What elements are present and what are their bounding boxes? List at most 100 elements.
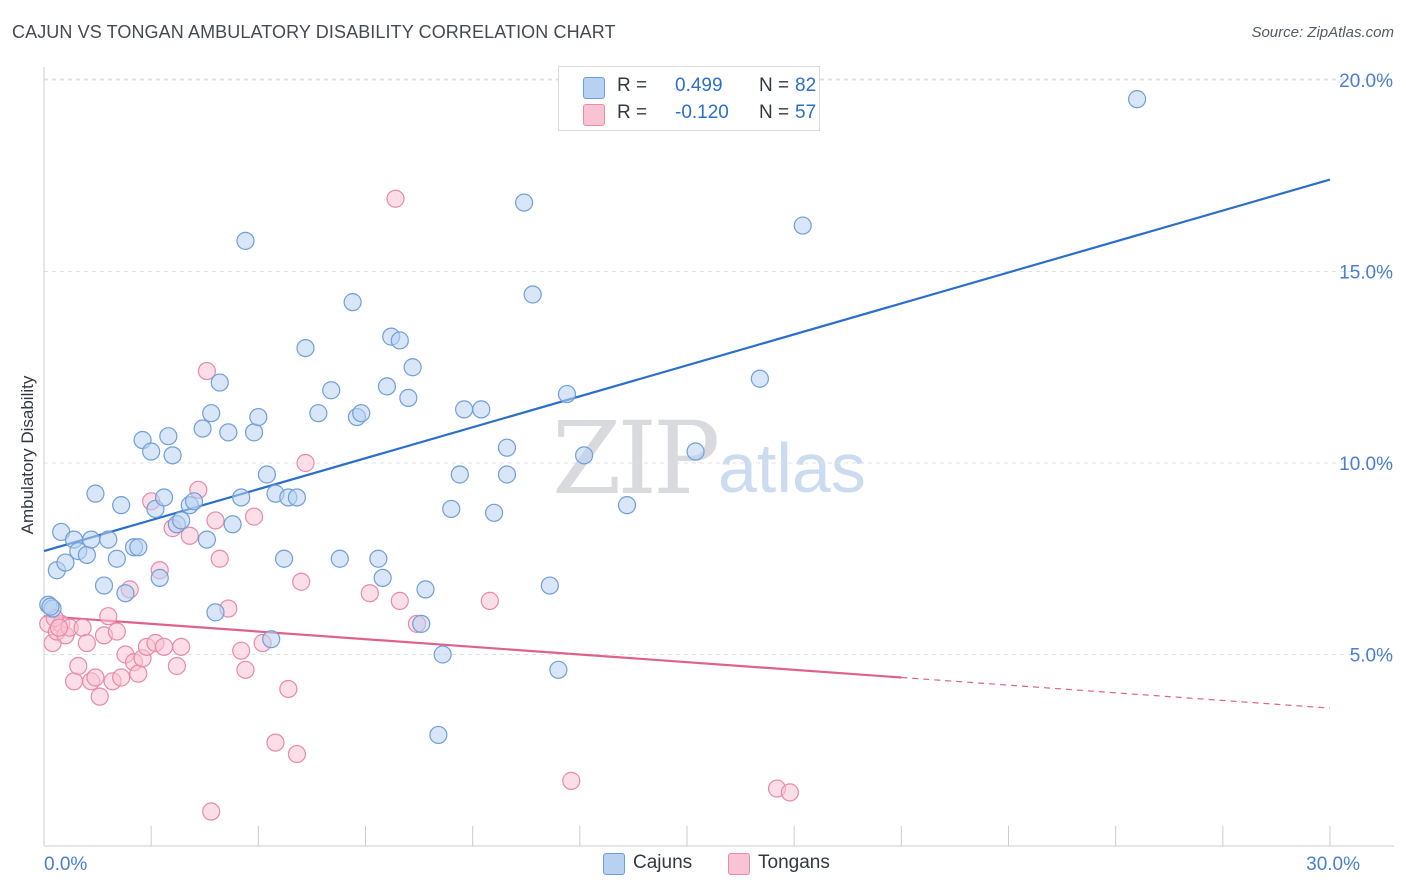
point-cajuns bbox=[287, 488, 307, 507]
point-cajuns bbox=[129, 538, 148, 557]
chart-title: CAJUN VS TONGAN AMBULATORY DISABILITY CO… bbox=[12, 22, 616, 42]
r-value: -0.120 bbox=[675, 102, 729, 123]
x-tick-label: 30.0% bbox=[1306, 854, 1360, 875]
point-cajuns bbox=[540, 576, 559, 595]
point-cajuns bbox=[172, 511, 191, 530]
point-tongans bbox=[210, 549, 229, 568]
point-tongans bbox=[86, 668, 105, 687]
y-tick-label: 10.0% bbox=[1339, 454, 1393, 475]
n-label: N = bbox=[759, 75, 790, 96]
point-cajuns bbox=[223, 515, 242, 534]
n-value: 82 bbox=[795, 75, 817, 96]
point-cajuns bbox=[557, 384, 577, 404]
point-cajuns bbox=[412, 614, 431, 633]
point-tongans bbox=[112, 668, 131, 687]
point-tongans bbox=[390, 591, 409, 610]
y-tick-label: 5.0% bbox=[1350, 646, 1393, 667]
point-cajuns bbox=[210, 373, 229, 392]
y-tick-label: 15.0% bbox=[1339, 263, 1393, 284]
tongan-swatch bbox=[728, 853, 750, 875]
point-cajuns bbox=[142, 442, 161, 461]
point-tongans bbox=[232, 641, 251, 660]
point-tongans bbox=[73, 618, 92, 637]
point-cajuns bbox=[77, 545, 96, 565]
correlation-legend: R = 0.499 N = 82 R = -0.120 N = 57 bbox=[558, 66, 820, 131]
point-cajuns bbox=[94, 576, 114, 595]
point-cajuns bbox=[244, 423, 264, 442]
trend-line-tongans bbox=[43, 615, 902, 679]
point-tongans bbox=[197, 361, 216, 381]
point-tongans bbox=[154, 637, 174, 656]
point-cajuns bbox=[99, 530, 118, 549]
point-cajuns bbox=[249, 407, 268, 427]
point-cajuns bbox=[202, 404, 221, 423]
point-tongans bbox=[244, 507, 264, 526]
point-tongans bbox=[266, 733, 285, 752]
point-cajuns bbox=[686, 442, 705, 461]
point-tongans bbox=[99, 607, 118, 626]
point-cajuns bbox=[352, 404, 371, 423]
point-cajuns bbox=[206, 603, 225, 622]
point-cajuns bbox=[497, 438, 517, 457]
point-tongans bbox=[236, 660, 255, 679]
point-tongans bbox=[480, 591, 499, 610]
point-tongans bbox=[360, 584, 379, 603]
tick-labels: 5.0% 10.0% 15.0% 20.0% 0.0% 30.0% bbox=[44, 71, 1393, 875]
point-cajuns bbox=[116, 584, 135, 603]
grid-lines bbox=[44, 78, 1394, 655]
point-cajuns bbox=[343, 293, 362, 312]
point-cajuns bbox=[390, 331, 409, 350]
legend-label-tongans: Tongans bbox=[758, 852, 830, 873]
point-cajuns bbox=[549, 660, 568, 679]
point-tongans bbox=[77, 633, 96, 653]
point-cajuns bbox=[309, 404, 328, 423]
point-tongans bbox=[180, 526, 199, 545]
point-tongans bbox=[296, 453, 315, 473]
legend-label-cajuns: Cajuns bbox=[633, 852, 693, 873]
r-label: R = bbox=[617, 102, 648, 123]
point-cajuns bbox=[112, 496, 131, 515]
trend-line-extension-tongans bbox=[901, 676, 1331, 709]
point-cajuns bbox=[232, 488, 251, 507]
n-value: 57 bbox=[795, 102, 817, 123]
r-value: 0.499 bbox=[675, 75, 723, 96]
point-cajuns bbox=[450, 465, 469, 484]
point-cajuns bbox=[515, 193, 534, 212]
n-label: N = bbox=[759, 102, 790, 123]
point-cajuns bbox=[472, 400, 491, 419]
point-cajuns bbox=[377, 377, 397, 396]
point-tongans bbox=[172, 637, 191, 656]
point-cajuns bbox=[793, 216, 812, 235]
point-tongans bbox=[206, 511, 225, 530]
point-cajuns bbox=[485, 503, 504, 522]
point-cajuns bbox=[403, 358, 422, 377]
point-tongans bbox=[49, 618, 69, 637]
source-label: Source: ZipAtlas.com bbox=[1251, 24, 1394, 41]
point-cajuns bbox=[575, 446, 594, 465]
point-cajuns bbox=[197, 530, 216, 549]
point-cajuns bbox=[107, 549, 126, 568]
r-label: R = bbox=[617, 75, 648, 96]
point-cajuns bbox=[163, 446, 182, 465]
point-cajuns bbox=[219, 423, 238, 442]
point-cajuns bbox=[296, 339, 315, 358]
point-tongans bbox=[90, 687, 109, 706]
point-cajuns bbox=[454, 400, 474, 419]
point-cajuns bbox=[1127, 90, 1147, 109]
point-cajuns bbox=[617, 496, 637, 515]
trend-lines bbox=[43, 178, 1331, 709]
series-legend: Cajuns Tongans bbox=[0, 852, 1406, 878]
point-tongans bbox=[129, 664, 148, 683]
point-tongans bbox=[64, 672, 84, 691]
x-tick-label: 0.0% bbox=[44, 854, 87, 875]
trend-line-cajuns bbox=[43, 178, 1331, 553]
point-tongans bbox=[287, 744, 307, 764]
point-cajuns bbox=[82, 530, 101, 549]
data-points bbox=[39, 90, 1147, 821]
point-tongans bbox=[562, 771, 581, 790]
point-cajuns bbox=[322, 381, 341, 400]
axes bbox=[43, 67, 1394, 847]
cajun-swatch bbox=[603, 853, 625, 875]
point-cajuns bbox=[750, 369, 769, 388]
